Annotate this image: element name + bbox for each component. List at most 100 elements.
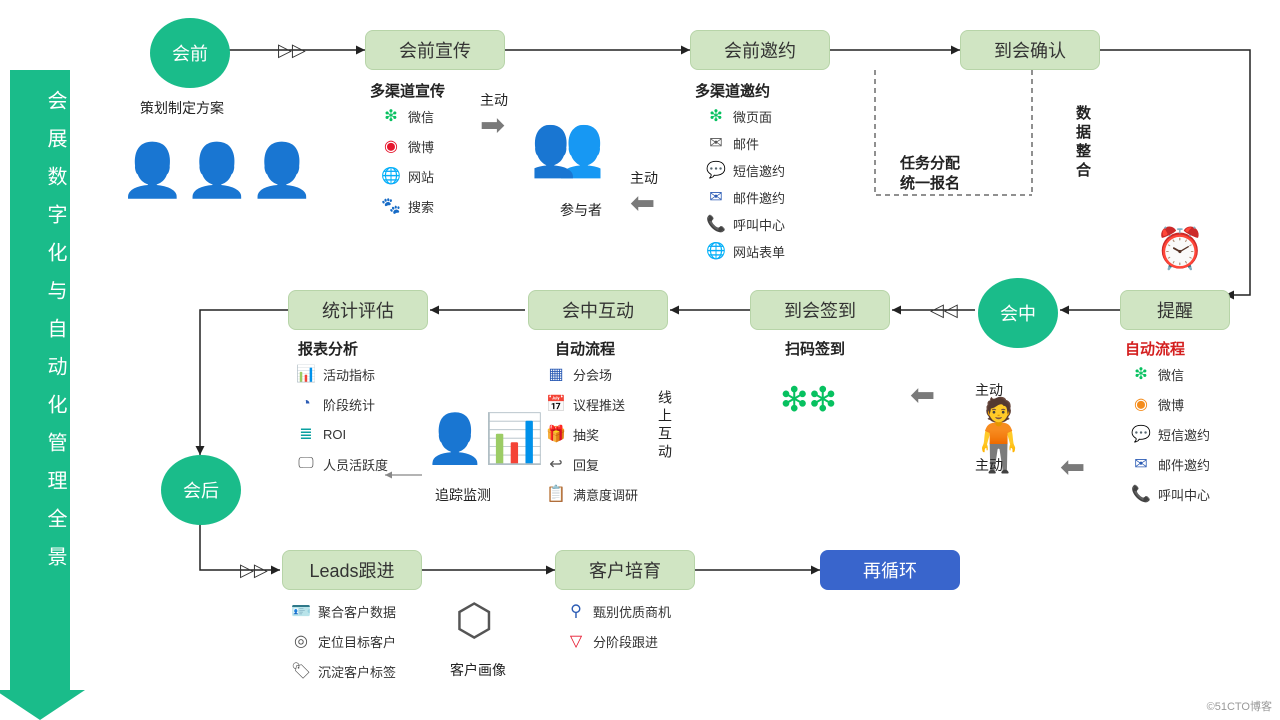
interact-item-0: ▦分会场 [545,363,612,385]
sms-icon: 💬 [705,159,727,181]
invite-item-4: 📞呼叫中心 [705,213,785,235]
room-icon: ▦ [545,363,567,385]
baidu-icon: 🐾 [380,195,402,217]
box-checkin: 到会签到 [750,290,890,330]
interact-side: 线上互动 [655,390,675,462]
analysis-header: 报表分析 [298,338,358,359]
mailx-icon: ✉ [1130,453,1152,475]
box-recycle: 再循环 [820,550,960,590]
globe-icon: 🌐 [705,240,727,262]
lead-icon: ⚲ [565,600,587,622]
remind-item-1: ◉微博 [1130,393,1184,415]
analysis-item-1: ◔阶段统计 [295,393,375,415]
phone-icon: 📞 [705,213,727,235]
invite-item-3: ✉邮件邀约 [705,186,785,208]
dbl-chevron-3: ▷▷ [240,560,268,581]
presenter-icon: 👤📊 [425,410,545,467]
remind-item-2: 💬短信邀约 [1130,423,1210,445]
interact-item-1: 📅议程推送 [545,393,625,415]
clock-icon: ⏰ [1155,225,1205,272]
interact-header: 自动流程 [555,338,615,359]
remind-item-4: 📞呼叫中心 [1130,483,1210,505]
watermark: ©51CTO博客 [1207,698,1272,714]
task-line1: 任务分配 [900,152,960,173]
dbl-chevron-1: ▷▷ [278,40,306,61]
box-analysis: 统计评估 [288,290,428,330]
analysis-item-2: ≣ROI [295,423,346,445]
promo-header: 多渠道宣传 [370,80,445,101]
phone-icon: 📞 [1130,483,1152,505]
wechat-big-icon: ❇❇ [780,380,837,420]
active-in-label: 主动 [630,168,658,188]
interact-item-3: ↩回复 [545,453,599,475]
promo-item-0: ❇微信 [380,105,434,127]
interact-item-4: 📋满意度调研 [545,483,638,505]
leads-item-1: ◎定位目标客户 [290,630,396,652]
survey-icon: 📋 [545,483,567,505]
arrow-left-gray-icon: ⬅ [910,378,935,413]
participants-icon: 👥 [530,110,605,181]
box-leads: Leads跟进 [282,550,422,590]
arrow-left-gray2-icon: ⬅ [1060,450,1085,485]
weibo-icon: ◉ [1130,393,1152,415]
phase-after-oval: 会后 [161,455,241,525]
arrow-right-icon: ➡ [480,108,505,143]
tag-icon: 🏷 [290,660,312,682]
active-out-label: 主动 [480,90,508,110]
coins-icon: ≣ [295,423,317,445]
pie-icon: ◔ [295,393,317,415]
title-arrow: 会展数字化与自动化管理全景 [10,70,70,690]
phase-during-oval: 会中 [978,278,1058,348]
remind-item-3: ✉邮件邀约 [1130,453,1210,475]
invite-item-5: 🌐网站表单 [705,240,785,262]
task-line2: 统一报名 [900,172,960,193]
mailx-icon: ✉ [705,186,727,208]
box-interact: 会中互动 [528,290,668,330]
gift-icon: 🎁 [545,423,567,445]
box-remind: 提醒 [1120,290,1230,330]
monitor-icon: 🖵 [295,453,317,475]
arrow-left-icon: ⬅ [630,186,655,221]
box-confirm: 到会确认 [960,30,1100,70]
box-invite: 会前邀约 [690,30,830,70]
phase-before-sub: 策划制定方案 [140,98,224,118]
invite-header: 多渠道邀约 [695,80,770,101]
invite-item-2: 💬短信邀约 [705,159,785,181]
idcard-icon: 🪪 [290,600,312,622]
analysis-item-0: 📊活动指标 [295,363,375,385]
invite-item-1: ✉邮件 [705,132,759,154]
leads-item-0: 🪪聚合客户数据 [290,600,396,622]
funnel-icon: ▽ [565,630,587,652]
globe-icon: 🌐 [380,165,402,187]
active-left-label: 主动 [975,455,1003,475]
remind-header: 自动流程 [1125,338,1185,359]
sms-icon: 💬 [1130,423,1152,445]
promo-item-2: 🌐网站 [380,165,434,187]
nurture-item-1: ▽分阶段跟进 [565,630,658,652]
meeting-icon: 👤👤👤 [120,140,314,201]
box-promo: 会前宣传 [365,30,505,70]
reply-icon: ↩ [545,453,567,475]
track-label: 追踪监测 [435,485,491,505]
data-agg-label: 数据整合 [1072,105,1093,181]
promo-item-1: ◉微博 [380,135,434,157]
calendar-icon: 📅 [545,393,567,415]
profile-icon: ⬡ [455,595,493,646]
wechat-icon: ❇ [705,105,727,127]
remind-item-0: ❇微信 [1130,363,1184,385]
wechat-icon: ❇ [1130,363,1152,385]
checkin-sub: 扫码签到 [785,338,845,359]
target-icon: ◎ [290,630,312,652]
interact-item-2: 🎁抽奖 [545,423,599,445]
chart-icon: 📊 [295,363,317,385]
wechat-icon: ❇ [380,105,402,127]
phase-before-oval: 会前 [150,18,230,88]
promo-item-3: 🐾搜索 [380,195,434,217]
analysis-item-3: 🖵人员活跃度 [295,453,388,475]
invite-item-0: ❇微页面 [705,105,772,127]
box-nurture: 客户培育 [555,550,695,590]
leads-item-2: 🏷沉淀客户标签 [290,660,396,682]
dbl-chevron-2: ▷▷ [930,300,958,321]
weibo-icon: ◉ [380,135,402,157]
participants-label: 参与者 [560,200,602,220]
